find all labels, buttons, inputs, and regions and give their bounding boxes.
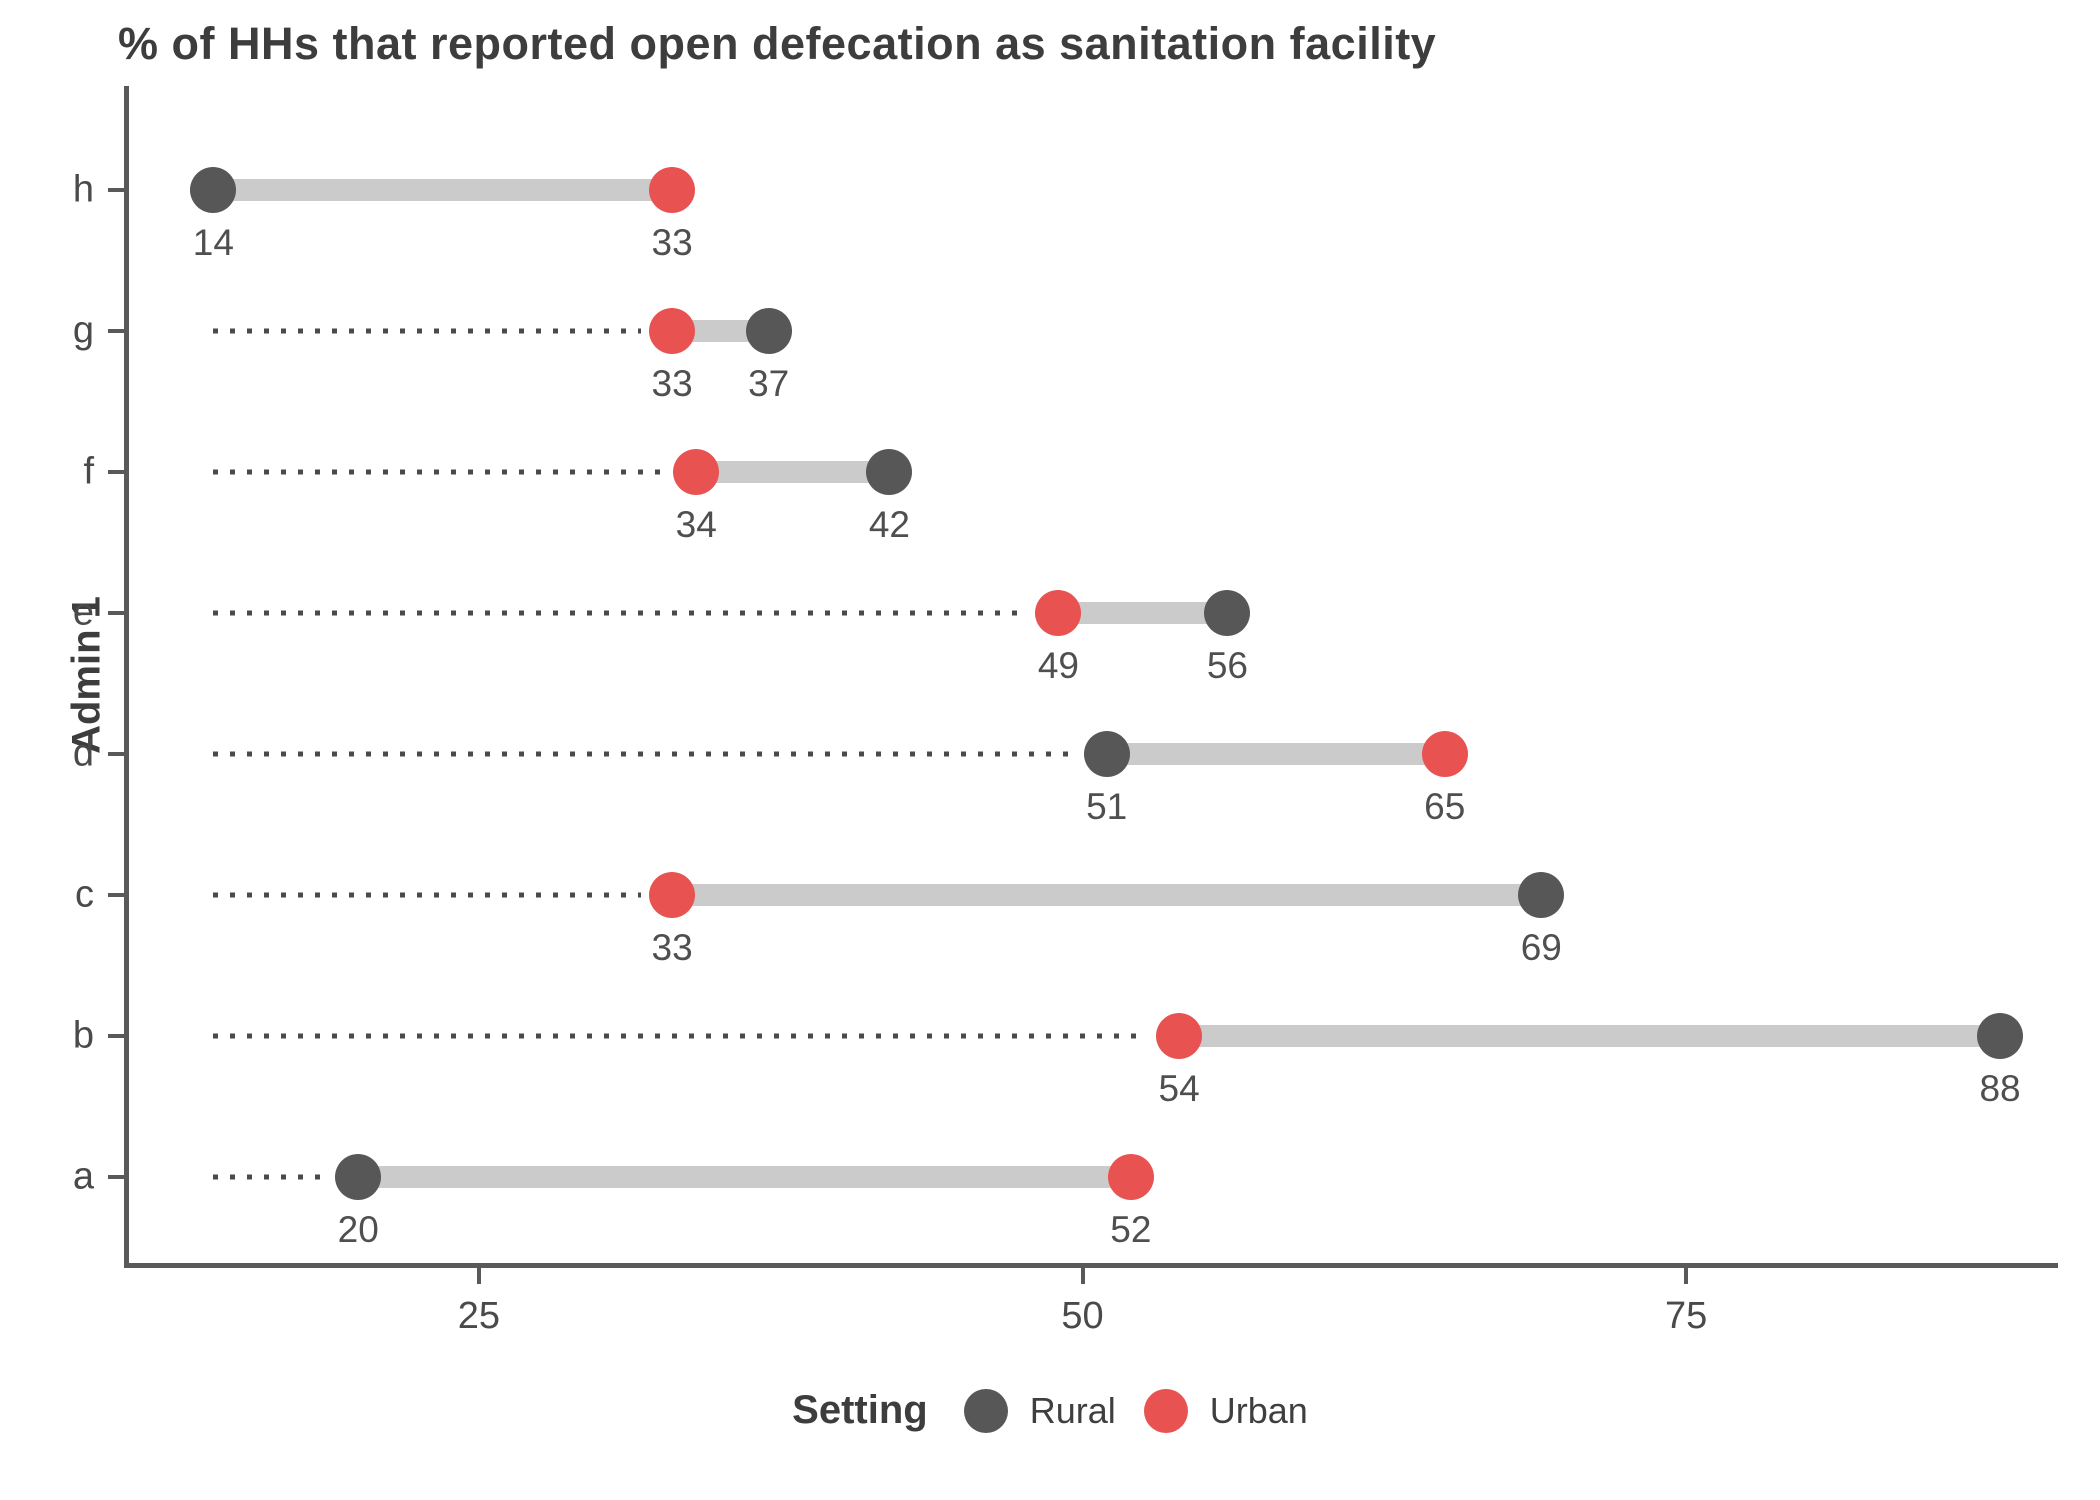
- chart-title: % of HHs that reported open defecation a…: [118, 18, 1437, 69]
- urban-dot: [673, 449, 720, 495]
- x-axis-tick-label: 75: [1665, 1295, 1708, 1337]
- connector-bar: [358, 1166, 1131, 1188]
- y-axis-tick: [108, 1034, 124, 1038]
- y-axis-tick: [108, 188, 124, 192]
- row-label-h: h: [72, 168, 94, 211]
- value-label: 33: [651, 927, 693, 968]
- urban-dot: [649, 167, 696, 213]
- leader-line: [213, 1174, 328, 1180]
- connector-bar: [1106, 743, 1445, 765]
- value-label: 42: [868, 504, 910, 545]
- rural-dot: [190, 167, 237, 213]
- x-axis-line: [124, 1263, 2058, 1268]
- legend-label-urban: Urban: [1209, 1389, 1308, 1431]
- legend-title: Setting: [792, 1388, 928, 1432]
- rural-dot: [335, 1154, 382, 1200]
- row-label-g: g: [72, 309, 94, 352]
- urban-dot: [1035, 590, 1082, 636]
- urban-dot: [649, 308, 696, 354]
- value-label: 20: [337, 1209, 379, 1250]
- y-axis-tick: [108, 1175, 124, 1179]
- row-label-b: b: [72, 1014, 94, 1057]
- value-label: 56: [1206, 645, 1248, 686]
- rural-dot: [1518, 872, 1565, 918]
- value-label: 65: [1424, 786, 1466, 827]
- rural-dot: [1083, 731, 1130, 777]
- urban-dot-icon: [1143, 1388, 1188, 1433]
- leader-line: [213, 469, 666, 475]
- x-axis-tick: [1684, 1268, 1689, 1284]
- leader-line: [213, 610, 1028, 616]
- rural-dot: [745, 308, 792, 354]
- value-label: 33: [651, 363, 693, 404]
- x-axis-tick: [1080, 1268, 1085, 1284]
- value-label: 49: [1037, 645, 1079, 686]
- leader-line: [213, 751, 1076, 757]
- value-label: 37: [748, 363, 790, 404]
- urban-dot: [1156, 1013, 1203, 1059]
- y-axis-tick: [108, 470, 124, 474]
- x-axis-tick-label: 25: [457, 1295, 501, 1337]
- connector-bar: [696, 461, 890, 483]
- legend-item-rural: Rural: [963, 1388, 1116, 1433]
- connector-bar: [672, 320, 769, 342]
- value-label: 14: [192, 222, 234, 263]
- legend-item-urban: Urban: [1143, 1388, 1308, 1433]
- rural-dot: [1204, 590, 1251, 636]
- legend: Setting Rural Urban: [0, 1388, 2100, 1433]
- leader-line: [213, 328, 642, 334]
- urban-dot: [649, 872, 696, 918]
- connector-bar: [213, 179, 673, 201]
- x-axis-tick: [476, 1268, 481, 1284]
- value-label: 52: [1110, 1209, 1152, 1250]
- x-axis-tick-label: 50: [1061, 1295, 1104, 1337]
- y-axis-tick: [108, 329, 124, 333]
- rural-dot-icon: [963, 1388, 1008, 1433]
- legend-label-rural: Rural: [1029, 1389, 1116, 1431]
- connector-bar: [672, 884, 1542, 906]
- rural-dot: [866, 449, 913, 495]
- row-label-e: e: [72, 591, 94, 634]
- row-label-c: c: [75, 873, 94, 916]
- row-label-d: d: [72, 732, 94, 775]
- value-label: 88: [1979, 1068, 2021, 1109]
- connector-bar: [1058, 602, 1228, 624]
- y-axis-tick: [108, 752, 124, 756]
- urban-dot: [1107, 1154, 1154, 1200]
- connector-bar: [1179, 1025, 2001, 1047]
- value-label: 33: [651, 222, 693, 263]
- value-label: 34: [675, 504, 717, 545]
- rural-dot: [1977, 1013, 2024, 1059]
- value-label: 69: [1520, 927, 1562, 968]
- row-label-a: a: [72, 1155, 94, 1198]
- urban-dot: [1421, 731, 1468, 777]
- y-axis-tick: [108, 893, 124, 897]
- value-label: 51: [1086, 786, 1128, 827]
- leader-line: [213, 892, 642, 898]
- value-label: 54: [1158, 1068, 1200, 1109]
- y-axis-line: [124, 86, 129, 1263]
- leader-line: [213, 1033, 1149, 1039]
- y-axis-tick: [108, 611, 124, 615]
- row-label-f: f: [83, 450, 94, 493]
